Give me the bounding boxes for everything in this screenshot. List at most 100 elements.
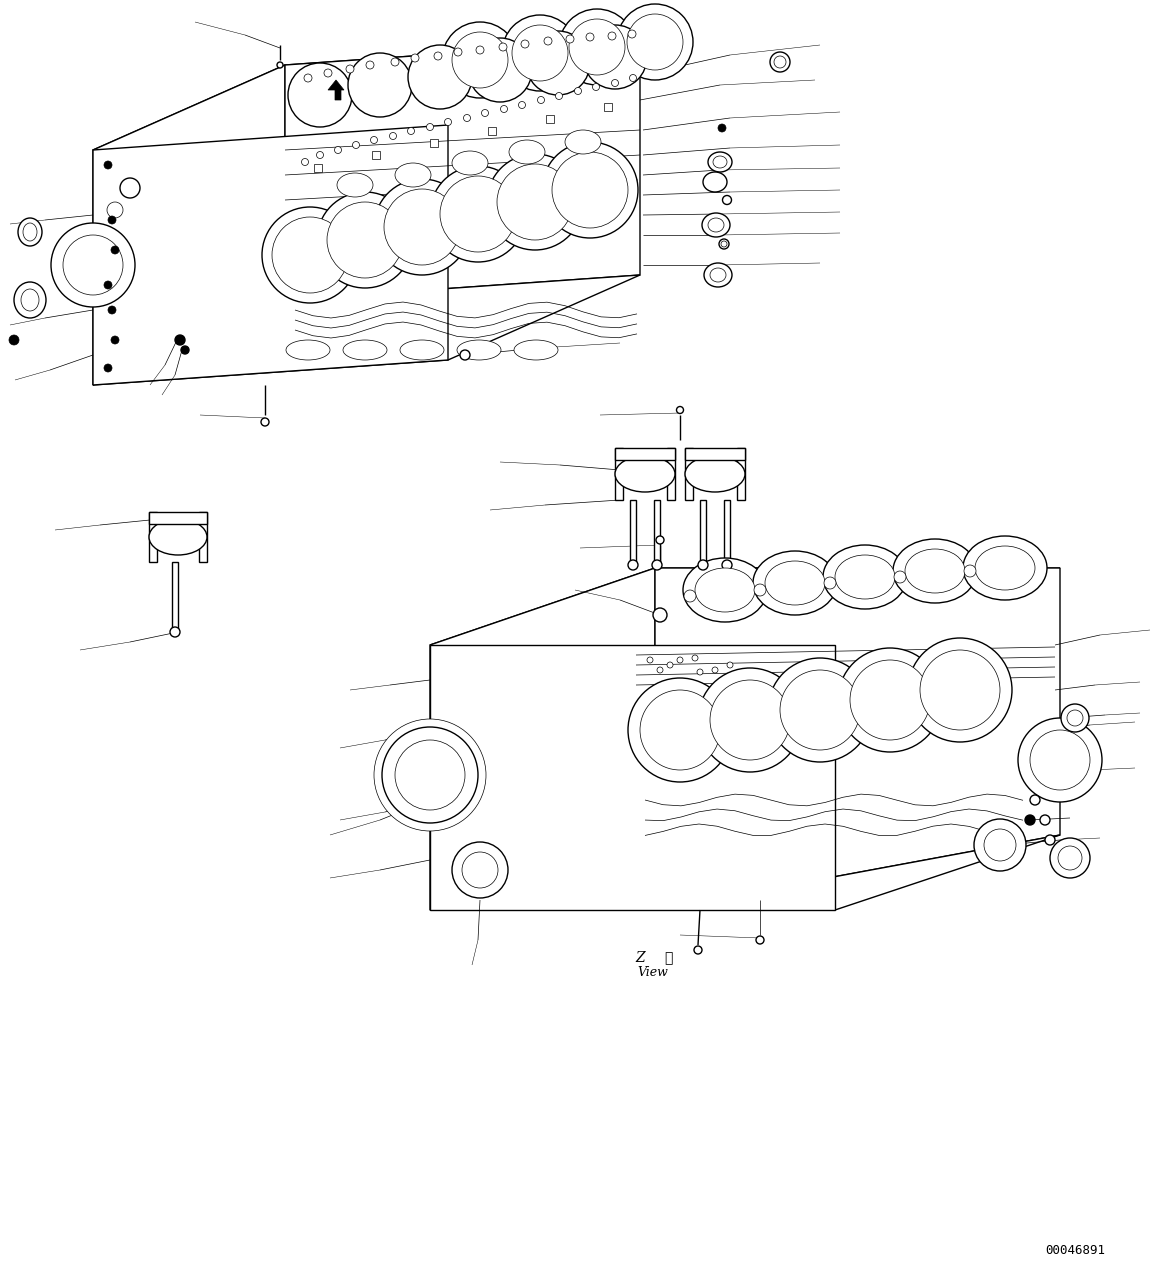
- Ellipse shape: [262, 207, 358, 303]
- Circle shape: [352, 141, 359, 148]
- Circle shape: [108, 216, 116, 224]
- Circle shape: [657, 667, 663, 673]
- Circle shape: [391, 58, 399, 66]
- Circle shape: [754, 584, 766, 595]
- Circle shape: [411, 54, 419, 62]
- Ellipse shape: [752, 550, 837, 615]
- Circle shape: [556, 93, 563, 99]
- Ellipse shape: [502, 15, 578, 91]
- Ellipse shape: [63, 235, 123, 294]
- Ellipse shape: [583, 24, 647, 89]
- Ellipse shape: [430, 166, 526, 262]
- Circle shape: [586, 33, 594, 41]
- Circle shape: [652, 608, 668, 622]
- Circle shape: [174, 334, 185, 345]
- Ellipse shape: [374, 719, 486, 831]
- Ellipse shape: [14, 282, 47, 318]
- Ellipse shape: [1058, 846, 1082, 871]
- Polygon shape: [615, 448, 675, 460]
- Ellipse shape: [975, 547, 1035, 590]
- Polygon shape: [615, 448, 623, 500]
- Ellipse shape: [462, 853, 498, 889]
- Ellipse shape: [984, 829, 1016, 862]
- Ellipse shape: [702, 213, 730, 237]
- Polygon shape: [149, 512, 157, 562]
- Circle shape: [521, 40, 529, 48]
- Circle shape: [677, 406, 684, 414]
- Polygon shape: [199, 512, 207, 562]
- Ellipse shape: [698, 667, 802, 772]
- Polygon shape: [668, 448, 675, 500]
- Circle shape: [476, 46, 484, 54]
- Circle shape: [727, 662, 733, 667]
- Circle shape: [499, 42, 507, 51]
- Circle shape: [721, 240, 727, 247]
- Circle shape: [1040, 815, 1050, 826]
- Ellipse shape: [23, 222, 37, 240]
- Ellipse shape: [21, 289, 40, 311]
- Ellipse shape: [973, 819, 1026, 871]
- Circle shape: [722, 559, 732, 570]
- Ellipse shape: [704, 264, 732, 287]
- Ellipse shape: [963, 536, 1047, 601]
- Ellipse shape: [452, 150, 488, 175]
- Circle shape: [277, 62, 283, 68]
- Ellipse shape: [149, 520, 207, 556]
- Bar: [700, 500, 706, 565]
- Polygon shape: [285, 40, 640, 300]
- Ellipse shape: [552, 152, 628, 228]
- Circle shape: [434, 51, 442, 60]
- Circle shape: [390, 132, 397, 139]
- Ellipse shape: [823, 545, 907, 610]
- Circle shape: [110, 246, 119, 255]
- Polygon shape: [93, 40, 640, 150]
- Circle shape: [566, 35, 575, 42]
- Circle shape: [722, 195, 732, 204]
- Ellipse shape: [514, 340, 558, 360]
- Ellipse shape: [1018, 718, 1103, 802]
- Circle shape: [407, 127, 414, 135]
- Ellipse shape: [713, 156, 727, 168]
- Polygon shape: [430, 835, 1059, 910]
- Circle shape: [677, 657, 683, 664]
- Ellipse shape: [374, 179, 470, 275]
- Ellipse shape: [17, 219, 42, 246]
- Polygon shape: [93, 125, 448, 385]
- Ellipse shape: [512, 24, 568, 81]
- Circle shape: [120, 177, 140, 198]
- Circle shape: [652, 559, 662, 570]
- Ellipse shape: [839, 648, 942, 752]
- Ellipse shape: [775, 57, 786, 68]
- Ellipse shape: [627, 14, 683, 69]
- Ellipse shape: [381, 727, 478, 823]
- Circle shape: [464, 114, 471, 121]
- Bar: [488, 127, 495, 135]
- Ellipse shape: [384, 189, 461, 265]
- Circle shape: [181, 346, 190, 354]
- Ellipse shape: [286, 340, 330, 360]
- Polygon shape: [685, 448, 693, 500]
- Ellipse shape: [288, 63, 352, 127]
- Ellipse shape: [452, 842, 508, 898]
- Ellipse shape: [408, 45, 472, 109]
- Ellipse shape: [565, 130, 601, 154]
- Circle shape: [719, 239, 729, 249]
- Ellipse shape: [452, 32, 508, 87]
- Bar: [172, 562, 178, 631]
- Bar: [430, 139, 438, 147]
- Circle shape: [481, 109, 488, 117]
- Ellipse shape: [850, 660, 930, 739]
- Circle shape: [335, 147, 342, 153]
- Circle shape: [1030, 795, 1040, 805]
- Ellipse shape: [51, 222, 135, 307]
- Circle shape: [104, 161, 112, 168]
- Bar: [654, 500, 659, 565]
- Circle shape: [684, 590, 695, 602]
- Ellipse shape: [893, 539, 977, 603]
- Circle shape: [647, 657, 652, 664]
- Circle shape: [347, 66, 354, 73]
- Circle shape: [366, 60, 374, 69]
- Ellipse shape: [526, 31, 590, 95]
- Ellipse shape: [569, 19, 625, 75]
- Circle shape: [444, 118, 451, 126]
